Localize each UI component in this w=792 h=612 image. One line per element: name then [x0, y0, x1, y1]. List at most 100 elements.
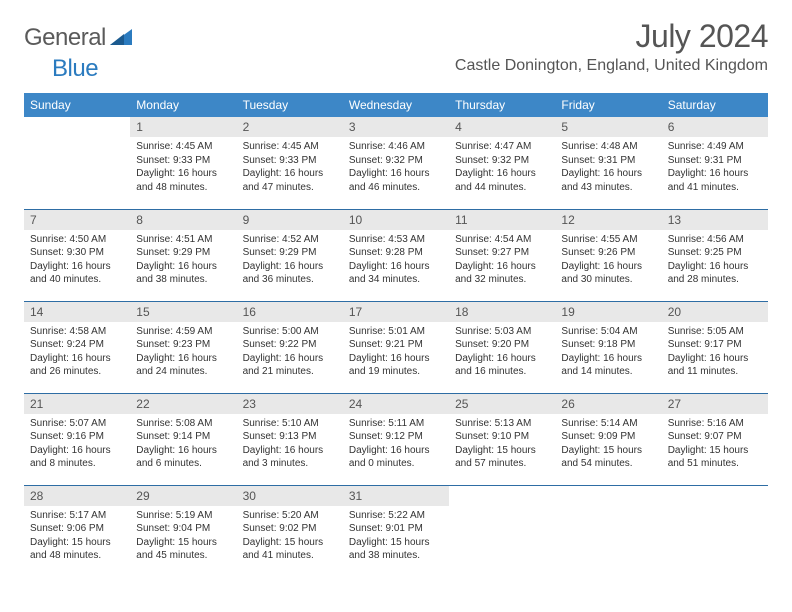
day-content: Sunrise: 5:22 AMSunset: 9:01 PMDaylight:… [343, 506, 449, 567]
day-number: 13 [662, 210, 768, 230]
day-content: Sunrise: 4:49 AMSunset: 9:31 PMDaylight:… [662, 137, 768, 198]
day-content: Sunrise: 5:14 AMSunset: 9:09 PMDaylight:… [555, 414, 661, 475]
day-number: 26 [555, 394, 661, 414]
day-content: Sunrise: 5:17 AMSunset: 9:06 PMDaylight:… [24, 506, 130, 567]
calendar-row: 21Sunrise: 5:07 AMSunset: 9:16 PMDayligh… [24, 393, 768, 485]
day-number: 22 [130, 394, 236, 414]
day-number: 3 [343, 117, 449, 137]
day-number: 20 [662, 302, 768, 322]
day-number: 28 [24, 486, 130, 506]
day-content: Sunrise: 5:00 AMSunset: 9:22 PMDaylight:… [237, 322, 343, 383]
day-content: Sunrise: 5:10 AMSunset: 9:13 PMDaylight:… [237, 414, 343, 475]
calendar-body: . 1Sunrise: 4:45 AMSunset: 9:33 PMDayligh… [24, 117, 768, 577]
day-number: 29 [130, 486, 236, 506]
calendar-cell: 11Sunrise: 4:54 AMSunset: 9:27 PMDayligh… [449, 209, 555, 301]
day-content: Sunrise: 5:11 AMSunset: 9:12 PMDaylight:… [343, 414, 449, 475]
calendar-cell: 31Sunrise: 5:22 AMSunset: 9:01 PMDayligh… [343, 485, 449, 577]
day-content: Sunrise: 4:48 AMSunset: 9:31 PMDaylight:… [555, 137, 661, 198]
day-number: 18 [449, 302, 555, 322]
day-content: Sunrise: 4:47 AMSunset: 9:32 PMDaylight:… [449, 137, 555, 198]
day-content: Sunrise: 4:52 AMSunset: 9:29 PMDaylight:… [237, 230, 343, 291]
calendar-cell: 9Sunrise: 4:52 AMSunset: 9:29 PMDaylight… [237, 209, 343, 301]
calendar: SundayMondayTuesdayWednesdayThursdayFrid… [24, 93, 768, 577]
calendar-cell: 5Sunrise: 4:48 AMSunset: 9:31 PMDaylight… [555, 117, 661, 209]
weekday-header: Monday [130, 93, 236, 117]
day-number: 19 [555, 302, 661, 322]
calendar-cell: 13Sunrise: 4:56 AMSunset: 9:25 PMDayligh… [662, 209, 768, 301]
calendar-cell: 22Sunrise: 5:08 AMSunset: 9:14 PMDayligh… [130, 393, 236, 485]
calendar-cell: 2Sunrise: 4:45 AMSunset: 9:33 PMDaylight… [237, 117, 343, 209]
day-number: 6 [662, 117, 768, 137]
calendar-row: 7Sunrise: 4:50 AMSunset: 9:30 PMDaylight… [24, 209, 768, 301]
day-number: 4 [449, 117, 555, 137]
day-content: Sunrise: 4:58 AMSunset: 9:24 PMDaylight:… [24, 322, 130, 383]
calendar-cell: 7Sunrise: 4:50 AMSunset: 9:30 PMDaylight… [24, 209, 130, 301]
calendar-cell: 27Sunrise: 5:16 AMSunset: 9:07 PMDayligh… [662, 393, 768, 485]
logo: General [24, 24, 134, 52]
calendar-cell: 4Sunrise: 4:47 AMSunset: 9:32 PMDaylight… [449, 117, 555, 209]
day-number: 16 [237, 302, 343, 322]
day-number: 31 [343, 486, 449, 506]
calendar-cell: 16Sunrise: 5:00 AMSunset: 9:22 PMDayligh… [237, 301, 343, 393]
day-content: Sunrise: 5:05 AMSunset: 9:17 PMDaylight:… [662, 322, 768, 383]
calendar-cell: 28Sunrise: 5:17 AMSunset: 9:06 PMDayligh… [24, 485, 130, 577]
weekday-header: Friday [555, 93, 661, 117]
day-number: 25 [449, 394, 555, 414]
calendar-header-row: SundayMondayTuesdayWednesdayThursdayFrid… [24, 93, 768, 117]
calendar-row: 28Sunrise: 5:17 AMSunset: 9:06 PMDayligh… [24, 485, 768, 577]
day-content: Sunrise: 5:03 AMSunset: 9:20 PMDaylight:… [449, 322, 555, 383]
calendar-cell: 23Sunrise: 5:10 AMSunset: 9:13 PMDayligh… [237, 393, 343, 485]
weekday-header: Saturday [662, 93, 768, 117]
month-title: July 2024 [455, 18, 768, 55]
day-content: Sunrise: 4:50 AMSunset: 9:30 PMDaylight:… [24, 230, 130, 291]
day-content: Sunrise: 4:54 AMSunset: 9:27 PMDaylight:… [449, 230, 555, 291]
day-content: Sunrise: 4:45 AMSunset: 9:33 PMDaylight:… [130, 137, 236, 198]
weekday-header: Wednesday [343, 93, 449, 117]
day-number: 17 [343, 302, 449, 322]
day-content: Sunrise: 4:56 AMSunset: 9:25 PMDaylight:… [662, 230, 768, 291]
calendar-row: 14Sunrise: 4:58 AMSunset: 9:24 PMDayligh… [24, 301, 768, 393]
logo-word1: General [24, 24, 106, 52]
day-number: 23 [237, 394, 343, 414]
calendar-cell: 20Sunrise: 5:05 AMSunset: 9:17 PMDayligh… [662, 301, 768, 393]
calendar-cell: 14Sunrise: 4:58 AMSunset: 9:24 PMDayligh… [24, 301, 130, 393]
calendar-cell: 15Sunrise: 4:59 AMSunset: 9:23 PMDayligh… [130, 301, 236, 393]
day-content: Sunrise: 4:51 AMSunset: 9:29 PMDaylight:… [130, 230, 236, 291]
calendar-cell: 12Sunrise: 4:55 AMSunset: 9:26 PMDayligh… [555, 209, 661, 301]
day-content: Sunrise: 5:19 AMSunset: 9:04 PMDaylight:… [130, 506, 236, 567]
day-number: 7 [24, 210, 130, 230]
calendar-cell: 29Sunrise: 5:19 AMSunset: 9:04 PMDayligh… [130, 485, 236, 577]
calendar-cell: 8Sunrise: 4:51 AMSunset: 9:29 PMDaylight… [130, 209, 236, 301]
day-number: 11 [449, 210, 555, 230]
day-number: 5 [555, 117, 661, 137]
calendar-cell: 30Sunrise: 5:20 AMSunset: 9:02 PMDayligh… [237, 485, 343, 577]
day-content: Sunrise: 4:59 AMSunset: 9:23 PMDaylight:… [130, 322, 236, 383]
day-number: 8 [130, 210, 236, 230]
day-content: Sunrise: 5:08 AMSunset: 9:14 PMDaylight:… [130, 414, 236, 475]
day-number: 15 [130, 302, 236, 322]
calendar-cell: 21Sunrise: 5:07 AMSunset: 9:16 PMDayligh… [24, 393, 130, 485]
day-content: Sunrise: 5:07 AMSunset: 9:16 PMDaylight:… [24, 414, 130, 475]
day-content: Sunrise: 4:46 AMSunset: 9:32 PMDaylight:… [343, 137, 449, 198]
weekday-header: Thursday [449, 93, 555, 117]
calendar-cell: 6Sunrise: 4:49 AMSunset: 9:31 PMDaylight… [662, 117, 768, 209]
calendar-cell: . [662, 485, 768, 577]
day-number: 14 [24, 302, 130, 322]
calendar-cell: 26Sunrise: 5:14 AMSunset: 9:09 PMDayligh… [555, 393, 661, 485]
day-content: Sunrise: 5:20 AMSunset: 9:02 PMDaylight:… [237, 506, 343, 567]
day-content: Sunrise: 5:01 AMSunset: 9:21 PMDaylight:… [343, 322, 449, 383]
title-block: July 2024 Castle Donington, England, Uni… [455, 18, 768, 75]
day-content: Sunrise: 4:55 AMSunset: 9:26 PMDaylight:… [555, 230, 661, 291]
calendar-cell: 1Sunrise: 4:45 AMSunset: 9:33 PMDaylight… [130, 117, 236, 209]
calendar-cell: . [449, 485, 555, 577]
logo-word2: Blue [52, 55, 98, 83]
day-number: 12 [555, 210, 661, 230]
day-number: 2 [237, 117, 343, 137]
weekday-header: Tuesday [237, 93, 343, 117]
calendar-row: .1Sunrise: 4:45 AMSunset: 9:33 PMDayligh… [24, 117, 768, 209]
day-number: 9 [237, 210, 343, 230]
calendar-cell: 25Sunrise: 5:13 AMSunset: 9:10 PMDayligh… [449, 393, 555, 485]
day-number: 1 [130, 117, 236, 137]
calendar-cell: 19Sunrise: 5:04 AMSunset: 9:18 PMDayligh… [555, 301, 661, 393]
calendar-cell: 24Sunrise: 5:11 AMSunset: 9:12 PMDayligh… [343, 393, 449, 485]
